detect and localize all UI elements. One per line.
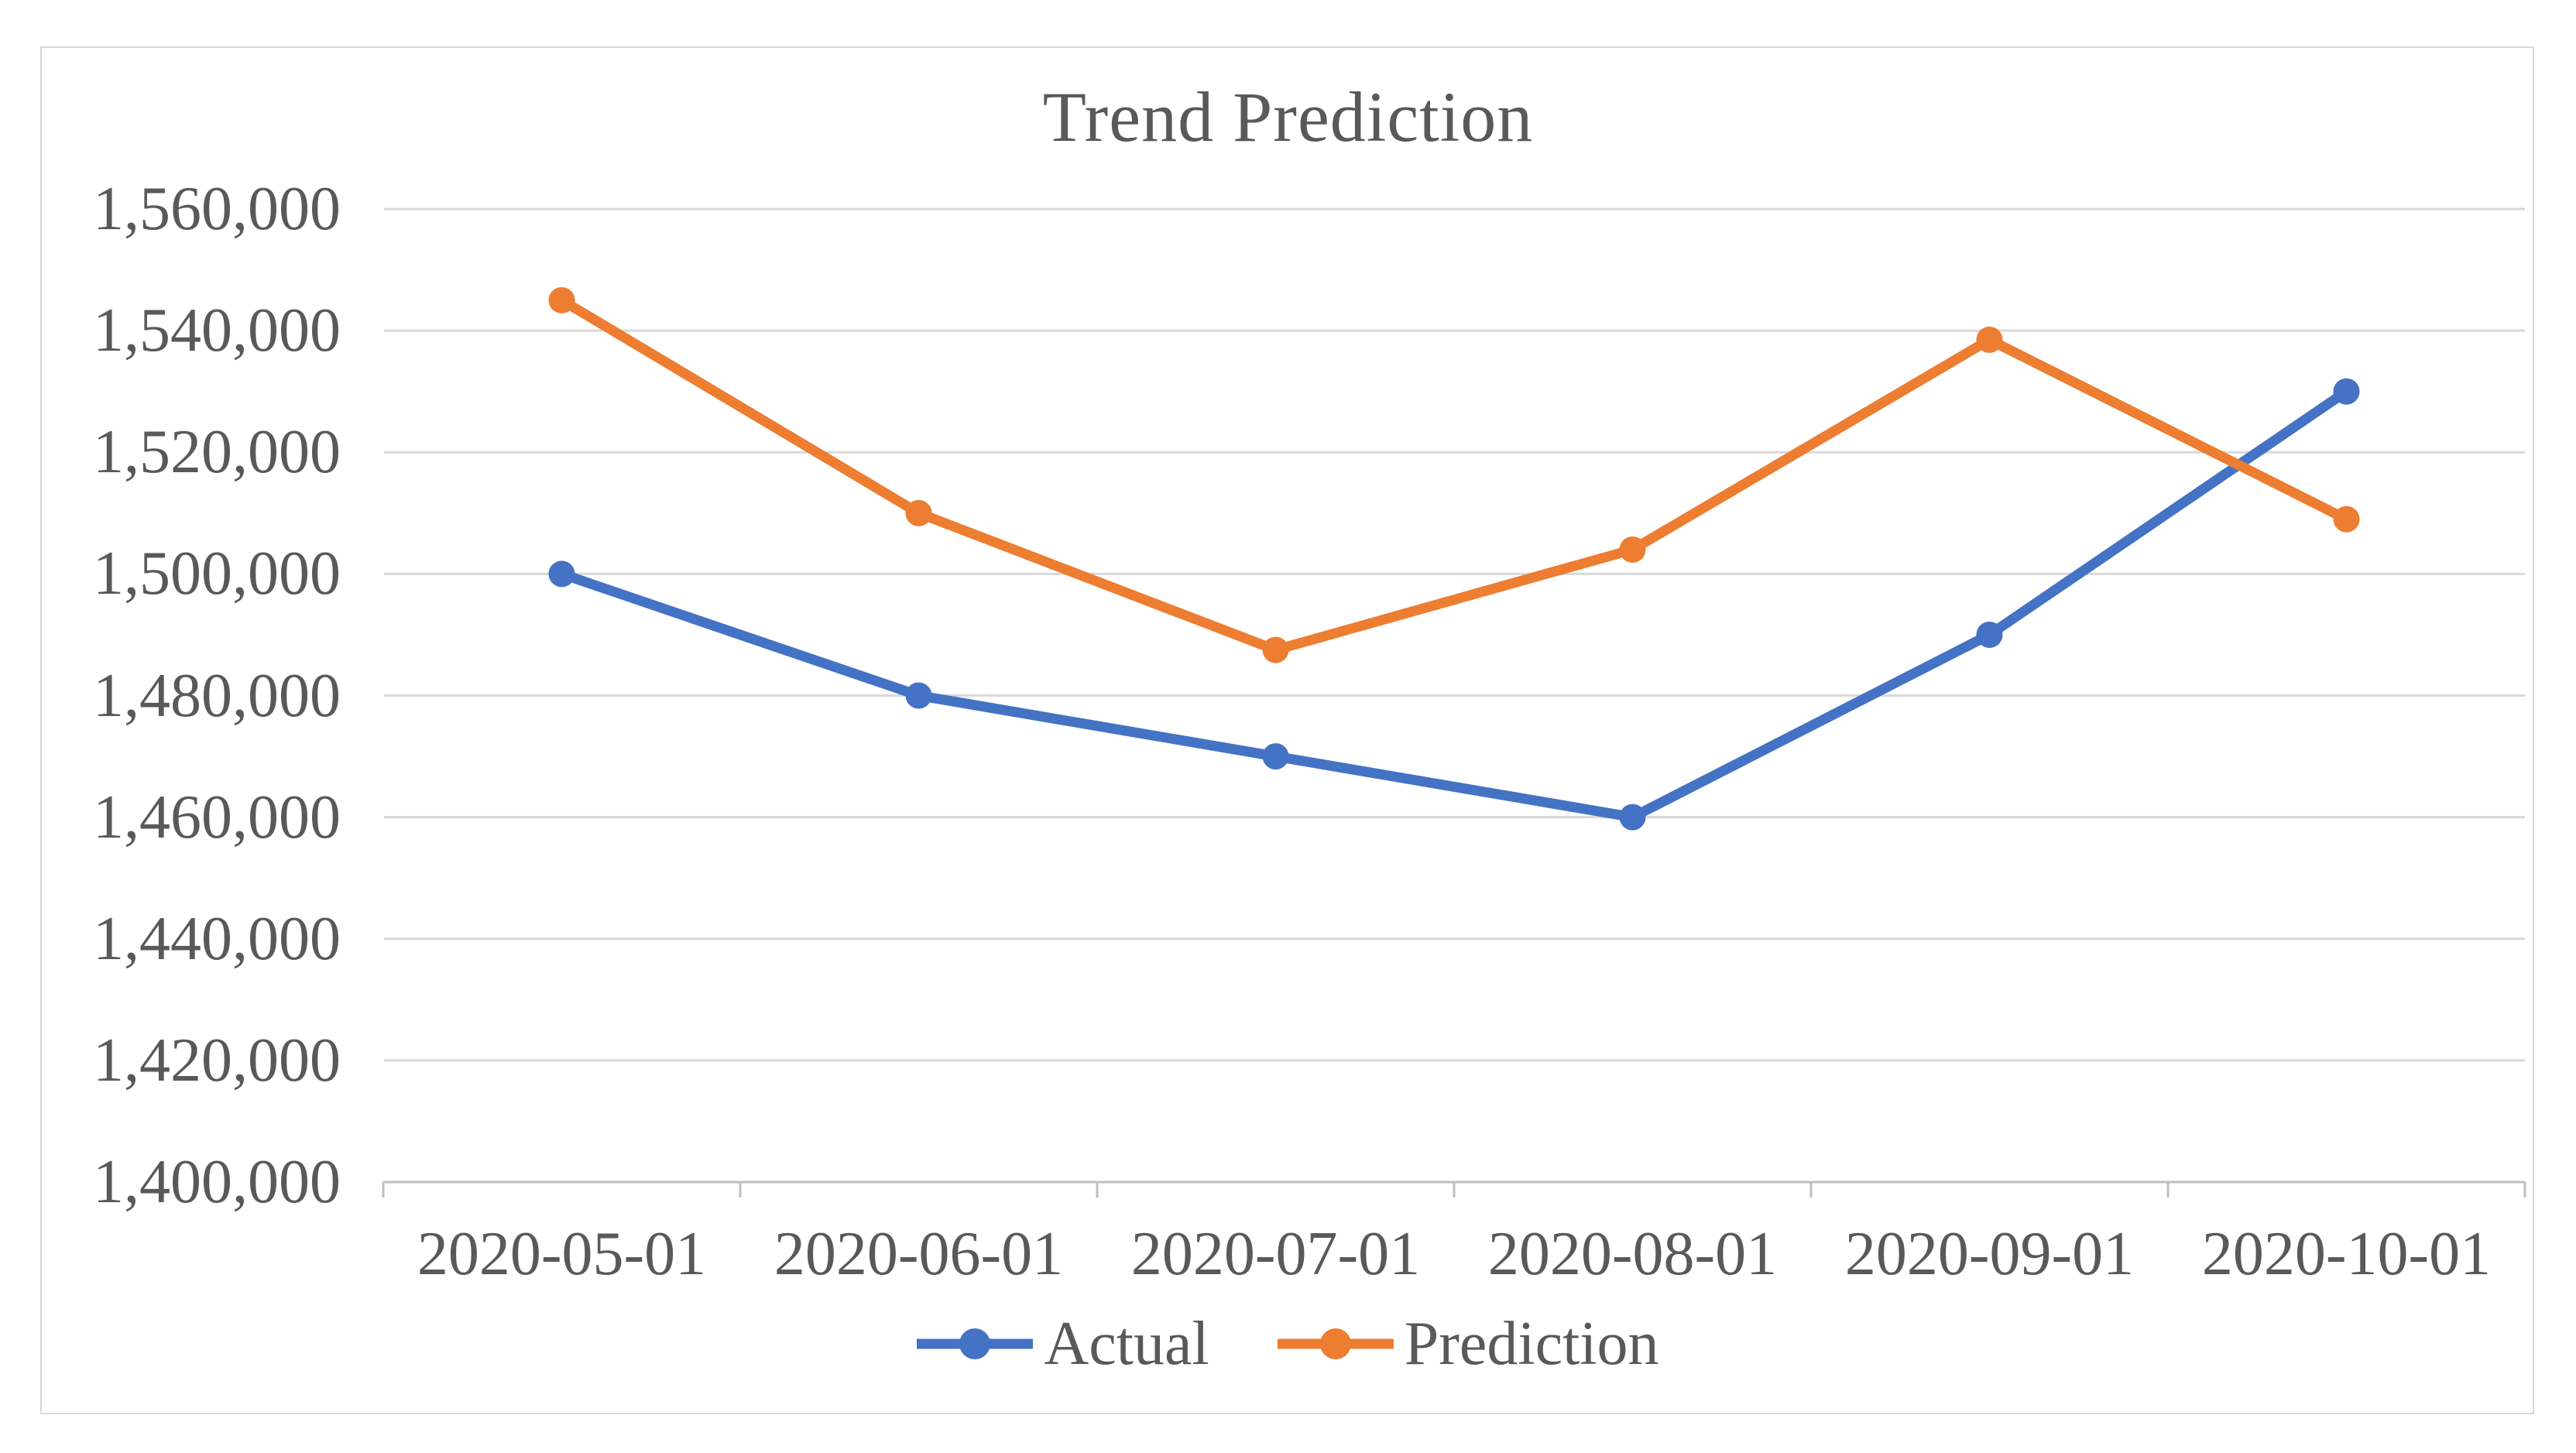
x-tick-label: 2020-08-01 [1487,1220,1778,1288]
y-tick-label: 1,420,000 [93,1026,341,1095]
x-tick-label: 2020-07-01 [1130,1220,1421,1288]
legend-marker-icon [1277,1328,1394,1359]
legend-label: Prediction [1404,1310,1659,1378]
data-point-marker-prediction [1262,636,1289,663]
chart-title: Trend Prediction [1042,77,1534,156]
y-tick-label: 1,460,000 [93,783,341,852]
x-tick-label: 2020-09-01 [1844,1220,2135,1288]
data-point-marker-actual [905,682,932,709]
y-tick-label: 1,560,000 [93,175,341,243]
data-point-marker-prediction [2333,505,2360,533]
series-line-prediction [557,295,2351,656]
y-tick-label: 1,480,000 [93,661,341,730]
data-point-marker-actual [2333,378,2360,405]
legend-marker-icon [917,1328,1034,1359]
chart-border-frame [40,46,2534,1414]
legend-item-actual: Actual [917,1307,1209,1381]
y-tick-label: 1,400,000 [93,1148,341,1216]
data-point-marker-prediction [1619,536,1646,563]
x-tick-label: 2020-10-01 [2201,1220,2492,1288]
y-tick-label: 1,520,000 [93,418,341,487]
x-tick-label: 2020-05-01 [417,1220,707,1288]
legend-item-prediction: Prediction [1277,1307,1659,1381]
data-point-marker-actual [1619,804,1646,831]
data-point-marker-prediction [1976,326,2003,353]
data-point-marker-prediction [548,286,575,314]
y-tick-label: 1,540,000 [93,296,341,365]
data-point-marker-actual [548,560,575,588]
y-tick-label: 1,440,000 [93,904,341,973]
data-point-marker-actual [1976,621,2003,648]
legend-label: Actual [1044,1310,1209,1378]
data-point-marker-prediction [905,499,932,526]
data-point-marker-actual [1262,743,1289,770]
series-line-actual [557,386,2351,823]
x-tick-label: 2020-06-01 [773,1220,1064,1288]
legend: Actual Prediction [0,1307,2576,1381]
y-tick-label: 1,500,000 [93,540,341,608]
